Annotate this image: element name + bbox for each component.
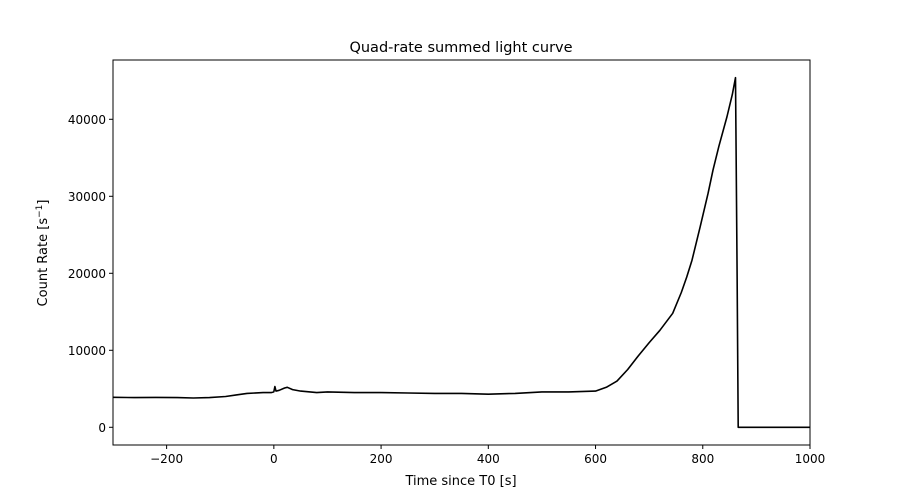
x-tick-label: −200 — [150, 452, 183, 466]
x-tick-label: 800 — [691, 452, 714, 466]
plot-frame — [112, 59, 811, 446]
x-tick-label: 400 — [477, 452, 500, 466]
y-tick-label: 0 — [98, 421, 106, 435]
x-tick-label: 200 — [370, 452, 393, 466]
x-tick-label: 1000 — [795, 452, 826, 466]
y-tick-label: 10000 — [68, 344, 106, 358]
y-axis-label: Count Rate [s−1] — [35, 200, 51, 307]
y-tick-label: 30000 — [68, 190, 106, 204]
y-tick-label: 20000 — [68, 267, 106, 281]
x-tick-label: 600 — [584, 452, 607, 466]
x-axis-label: Time since T0 [s] — [404, 474, 516, 489]
light-curve-line — [112, 76, 810, 429]
x-tick-label: 0 — [270, 452, 278, 466]
y-tick-label: 40000 — [68, 113, 106, 127]
chart-title: Quad-rate summed light curve — [349, 40, 572, 56]
